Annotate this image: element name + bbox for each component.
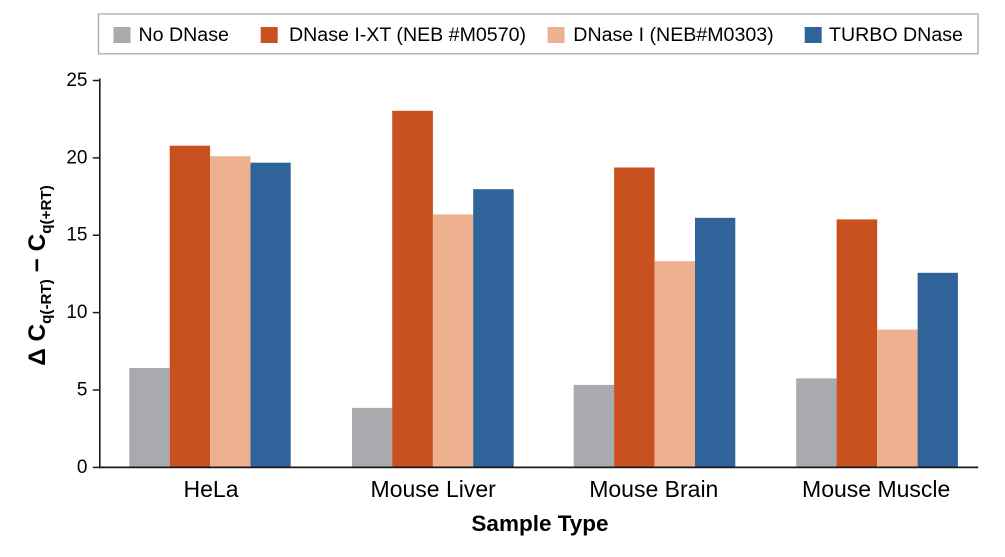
svg-text:15: 15 [66,225,87,246]
svg-text:10: 10 [66,302,87,323]
svg-text:Mouse Brain: Mouse Brain [589,476,718,502]
svg-text:Mouse Liver: Mouse Liver [371,476,497,502]
svg-text:HeLa: HeLa [184,476,239,502]
svg-text:TURBO DNase: TURBO DNase [829,24,963,46]
svg-text:0: 0 [77,457,88,478]
svg-text:Sample Type: Sample Type [471,511,608,536]
svg-text:5: 5 [77,379,88,400]
svg-text:20: 20 [66,147,87,168]
svg-text:25: 25 [66,70,87,91]
svg-text:DNase I (NEB#M0303): DNase I (NEB#M0303) [573,24,773,46]
svg-text:No DNase: No DNase [139,24,229,46]
svg-text:Mouse Muscle: Mouse Muscle [802,476,950,502]
svg-text:DNase I-XT (NEB #M0570): DNase I-XT (NEB #M0570) [289,24,526,46]
